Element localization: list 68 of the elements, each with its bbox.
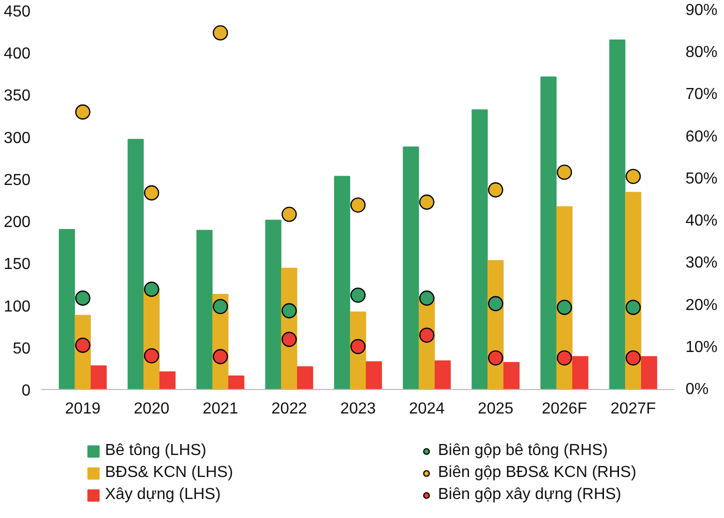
x-tick-label: 2020 — [134, 400, 170, 418]
point — [144, 348, 160, 364]
y2-tick-label: 10% — [686, 338, 718, 356]
y2-tick-label: 60% — [686, 128, 718, 146]
point — [350, 338, 366, 354]
point — [350, 288, 366, 303]
legend-label: Xây dựng (LHS) — [105, 486, 222, 504]
legend-label: Biên gộp xây dựng (RHS) — [438, 486, 622, 504]
legend-label: Biên gộp BĐS& KCN (RHS) — [438, 464, 638, 482]
x-tick-label: 2021 — [202, 400, 238, 418]
point — [75, 290, 90, 306]
x-tick-label: 2025 — [478, 400, 514, 418]
point — [282, 206, 297, 222]
x-tick-label: 2024 — [409, 400, 445, 418]
legend-label: Biên gộp bê tông (RHS) — [438, 442, 609, 460]
y2-tick-label: 20% — [686, 296, 718, 314]
y-tick-label: 450 — [4, 4, 31, 20]
point — [556, 300, 572, 315]
y2-tick-label: 80% — [686, 44, 718, 62]
y2-tick-label: 50% — [686, 170, 718, 188]
point — [144, 282, 160, 297]
legend-label: Bê tông (LHS) — [105, 442, 208, 460]
point — [488, 296, 504, 312]
point — [282, 332, 297, 347]
point — [75, 338, 90, 353]
x-tick-label: 2027F — [610, 400, 656, 418]
x-tick-label: 2019 — [64, 400, 101, 418]
point — [212, 298, 228, 314]
x-tick-label: 2026F — [542, 400, 588, 418]
y-tick-label: 200 — [4, 214, 31, 232]
y-tick-label: 250 — [4, 172, 31, 189]
x-tick-label: 2023 — [340, 400, 376, 418]
point — [488, 350, 504, 366]
y2-tick-label: 40% — [686, 212, 718, 230]
y-tick-label: 350 — [4, 88, 31, 105]
bar — [90, 365, 107, 390]
point — [419, 194, 434, 210]
point — [626, 300, 641, 315]
point — [282, 303, 297, 318]
y-tick-label: 300 — [4, 130, 31, 147]
bar — [228, 376, 244, 390]
point — [556, 164, 572, 180]
point — [556, 350, 572, 366]
y-tick-label: 100 — [4, 298, 31, 316]
bar — [434, 360, 451, 390]
y2-tick-label: 90% — [686, 2, 718, 19]
point — [212, 349, 228, 364]
point — [626, 168, 641, 184]
point — [419, 328, 434, 343]
point — [350, 197, 366, 213]
point — [488, 182, 504, 198]
y-tick-label: 150 — [4, 256, 31, 274]
bar — [159, 371, 176, 390]
point — [144, 185, 160, 200]
legend-label: BĐS& KCN (LHS) — [105, 464, 234, 482]
y-tick-label: 0 — [22, 382, 31, 400]
point — [75, 104, 90, 120]
y-tick-label: 400 — [4, 46, 31, 63]
point — [212, 25, 228, 40]
bar — [297, 366, 314, 390]
y2-tick-label: 70% — [686, 86, 718, 104]
y2-tick-label: 30% — [686, 254, 718, 272]
point — [419, 290, 434, 306]
bar — [366, 361, 382, 390]
x-tick-label: 2022 — [271, 400, 308, 418]
y2-tick-label: 0% — [686, 381, 709, 398]
point — [626, 350, 641, 366]
y-tick-label: 50 — [12, 340, 31, 358]
